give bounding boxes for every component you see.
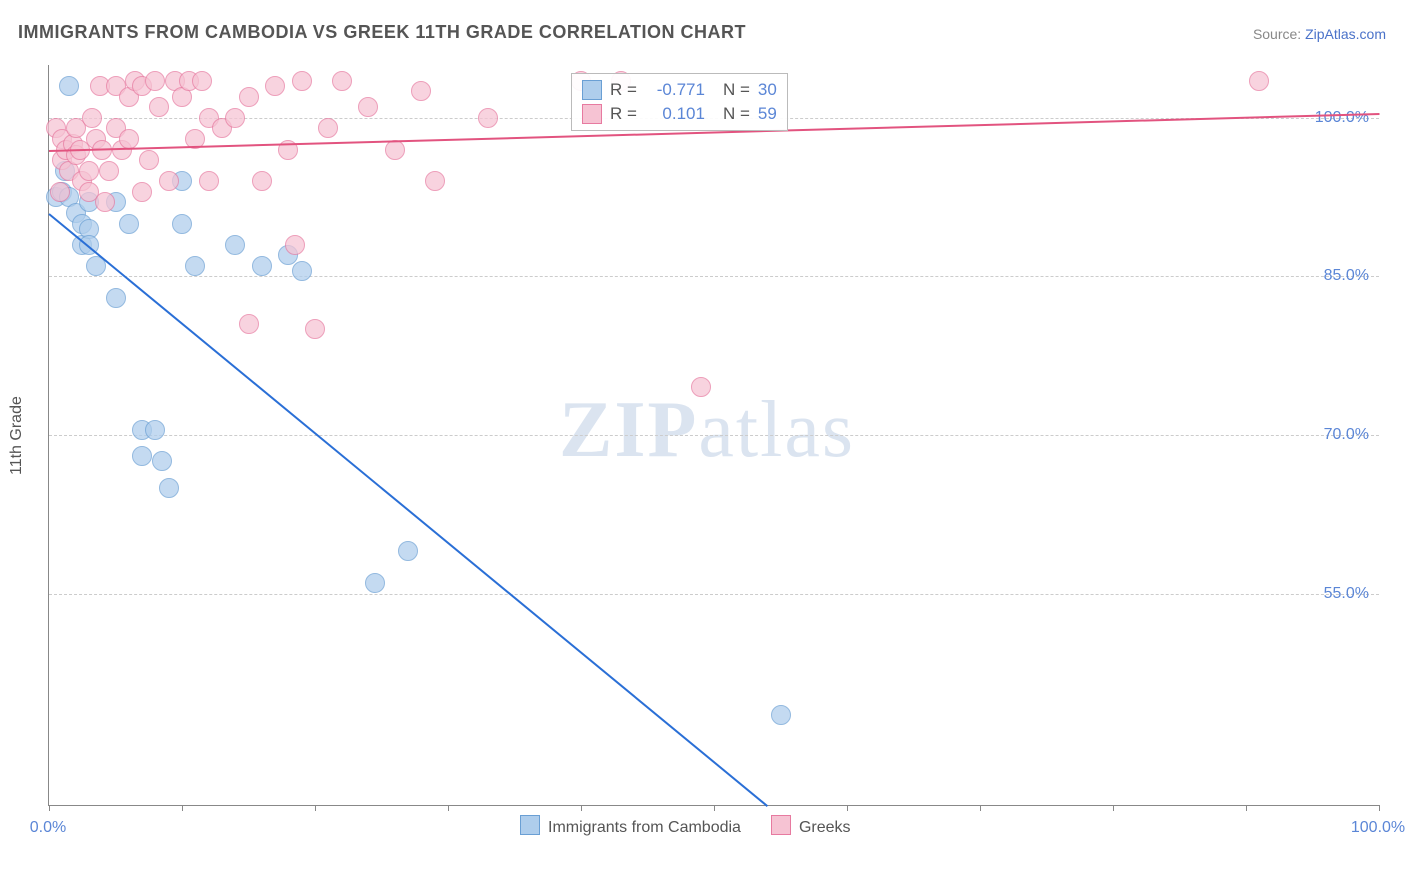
source-prefix: Source: (1253, 26, 1305, 42)
data-point (239, 87, 259, 107)
data-point (159, 171, 179, 191)
data-point (305, 319, 325, 339)
data-point (292, 261, 312, 281)
legend-label: Greeks (799, 819, 851, 836)
x-tick (448, 805, 449, 811)
n-value: 59 (758, 102, 777, 126)
gridline (49, 276, 1379, 277)
data-point (145, 420, 165, 440)
legend-row: R = 0.101 N = 59 (582, 102, 777, 126)
data-point (50, 182, 70, 202)
data-point (771, 705, 791, 725)
legend-label: Immigrants from Cambodia (548, 819, 741, 836)
data-point (478, 108, 498, 128)
data-point (365, 573, 385, 593)
legend-row: R = -0.771 N = 30 (582, 78, 777, 102)
data-point (106, 288, 126, 308)
n-label: N = (723, 78, 750, 102)
data-point (225, 108, 245, 128)
x-tick (1113, 805, 1114, 811)
data-point (318, 118, 338, 138)
legend-item: Immigrants from Cambodia (520, 815, 741, 837)
data-point (119, 129, 139, 149)
n-value: 30 (758, 78, 777, 102)
watermark-rest: atlas (698, 386, 855, 474)
r-value: 0.101 (645, 102, 705, 126)
x-tick (847, 805, 848, 811)
legend-swatch (771, 815, 791, 835)
legend-swatch (582, 104, 602, 124)
source-link[interactable]: ZipAtlas.com (1305, 26, 1386, 42)
data-point (252, 171, 272, 191)
x-tick (980, 805, 981, 811)
y-tick-label: 85.0% (1324, 267, 1369, 285)
data-point (82, 108, 102, 128)
source-attribution: Source: ZipAtlas.com (1253, 26, 1386, 42)
data-point (358, 97, 378, 117)
data-point (265, 76, 285, 96)
data-point (185, 256, 205, 276)
chart-container: 11th Grade ZIPatlas 55.0% 70.0% 85.0% 100.0… (0, 55, 1406, 860)
data-point (332, 71, 352, 91)
legend-swatch (582, 80, 602, 100)
data-point (225, 235, 245, 255)
series-legend: Immigrants from Cambodia Greeks (520, 815, 851, 837)
r-label: R = (610, 102, 637, 126)
r-label: R = (610, 78, 637, 102)
legend-item: Greeks (771, 815, 851, 837)
data-point (411, 81, 431, 101)
x-tick (315, 805, 316, 811)
data-point (691, 377, 711, 397)
x-tick (581, 805, 582, 811)
x-tick (49, 805, 50, 811)
gridline (49, 594, 1379, 595)
plot-area: ZIPatlas 55.0% 70.0% 85.0% 100.0% R = -0.771 N… (48, 65, 1379, 806)
y-tick-label: 100.0% (1315, 109, 1369, 127)
correlation-legend: R = -0.771 N = 30 R = 0.101 N = 59 (571, 73, 788, 131)
gridline (49, 435, 1379, 436)
data-point (99, 161, 119, 181)
data-point (398, 541, 418, 561)
y-tick-label: 55.0% (1324, 585, 1369, 603)
data-point (1249, 71, 1269, 91)
data-point (192, 71, 212, 91)
n-label: N = (723, 102, 750, 126)
data-point (95, 192, 115, 212)
y-axis-label: 11th Grade (8, 396, 26, 475)
data-point (139, 150, 159, 170)
x-tick (714, 805, 715, 811)
data-point (159, 478, 179, 498)
data-point (59, 76, 79, 96)
data-point (152, 451, 172, 471)
x-tick (182, 805, 183, 811)
data-point (292, 71, 312, 91)
data-point (145, 71, 165, 91)
data-point (149, 97, 169, 117)
chart-title: IMMIGRANTS FROM CAMBODIA VS GREEK 11TH G… (18, 22, 746, 43)
trend-line (48, 213, 767, 807)
x-tick-label: 0.0% (30, 819, 66, 837)
data-point (199, 171, 219, 191)
data-point (79, 161, 99, 181)
x-tick (1379, 805, 1380, 811)
x-tick (1246, 805, 1247, 811)
data-point (285, 235, 305, 255)
watermark-bold: ZIP (559, 386, 698, 474)
data-point (252, 256, 272, 276)
x-tick-label: 100.0% (1351, 819, 1405, 837)
data-point (172, 214, 192, 234)
data-point (132, 182, 152, 202)
data-point (132, 446, 152, 466)
legend-swatch (520, 815, 540, 835)
watermark: ZIPatlas (559, 385, 855, 476)
y-tick-label: 70.0% (1324, 426, 1369, 444)
data-point (239, 314, 259, 334)
data-point (119, 214, 139, 234)
data-point (425, 171, 445, 191)
r-value: -0.771 (645, 78, 705, 102)
